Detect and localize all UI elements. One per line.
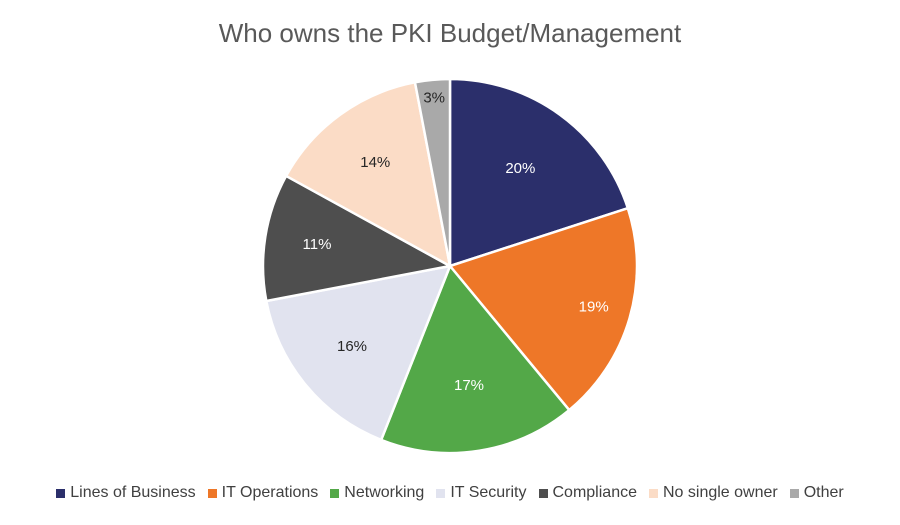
legend-label: No single owner [662,484,778,501]
data-label-it-security: 16% [337,338,367,355]
legend-item-lines-of-business: Lines of Business [56,484,196,502]
data-label-compliance: 11% [303,236,332,253]
legend-item-compliance: Compliance [538,484,637,502]
chart-title: Who owns the PKI Budget/Management [218,18,682,48]
data-label-no-single-owner: 14% [360,154,390,171]
pie-slice-compliance [261,174,452,303]
legend-label: Networking [344,484,425,501]
pie-slice-no-single-owner [284,81,452,268]
pie-slice-it-security [265,264,452,442]
legend-swatch [789,488,799,498]
legend-swatch [436,488,446,498]
pie-chart: 20% 19% 17% 16% 11% 14% 3% [261,77,639,455]
data-label-networking: 17% [454,377,484,394]
legend-swatch [207,488,217,498]
legend-item-it-security: IT Security [436,484,527,502]
pie-slice-it-operations [448,206,639,412]
pie-slice-networking [379,264,571,455]
pie-slice-other [413,77,452,268]
legend-item-other: Other [789,484,844,502]
legend-label: Compliance [552,484,637,501]
legend-item-no-single-owner: No single owner [648,484,778,502]
legend-item-it-operations: IT Operations [207,484,319,502]
legend-label: IT Operations [221,484,319,501]
legend-swatch [56,488,66,498]
data-label-other: 3% [423,89,445,106]
pie-slice-lines-of-business [448,77,630,268]
chart-legend: Lines of Business IT Operations Networking… [0,484,900,502]
legend-item-networking: Networking [330,484,424,502]
legend-label: IT Security [450,484,527,501]
legend-label: Lines of Business [70,484,196,501]
legend-swatch [330,488,340,498]
legend-swatch [538,488,548,498]
data-label-lines-of-business: 20% [505,160,535,177]
legend-label: Other [803,484,844,501]
data-label-it-operations: 19% [579,299,609,316]
legend-swatch [648,488,658,498]
